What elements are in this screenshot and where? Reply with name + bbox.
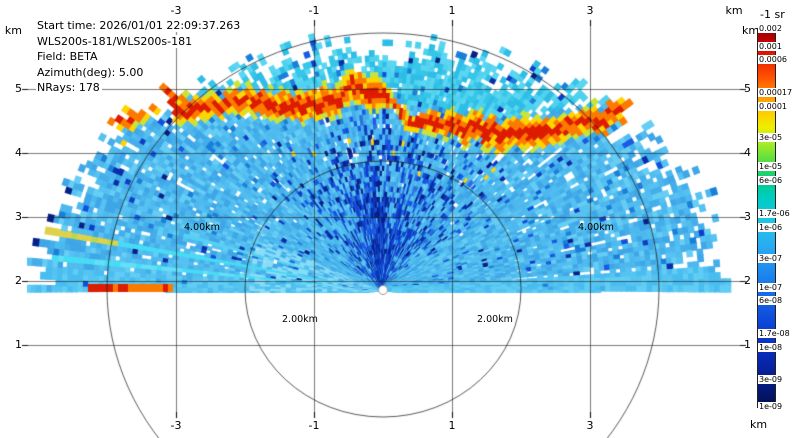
colorbar-tick-label: 1e-06	[758, 222, 784, 232]
colorbar-tick-label: 0.001	[758, 41, 783, 51]
colorbar-tick-label: 1e-07	[758, 282, 784, 292]
colorbar-tick-label: 6e-06	[758, 175, 784, 185]
y-axis-right-unit-label: km	[742, 24, 760, 37]
info-nrays: NRays: 178	[36, 81, 102, 94]
colorbar-tick-label: 0.002	[758, 23, 783, 33]
colorbar-tick-label: 3e-09	[758, 374, 784, 384]
y-axis-left-tick: 2	[15, 274, 22, 287]
y-axis-right-tick: 2	[744, 274, 751, 287]
x-axis-bottom-tick: 3	[586, 419, 594, 432]
y-axis-right-tick: 5	[744, 82, 751, 95]
x-axis-bottom-tick: -3	[170, 419, 182, 432]
x-axis-bottom-tick: -1	[308, 419, 320, 432]
y-axis-left-tick: 5	[15, 82, 22, 95]
range-ring-label-2km-left: 2.00km	[282, 314, 318, 325]
colorbar-tick-label: 3e-05	[758, 133, 784, 143]
y-axis-right-tick: 3	[744, 210, 751, 223]
y-axis-left-tick: 3	[15, 210, 22, 223]
colorbar-tick-label: 6e-08	[758, 296, 784, 306]
y-axis-right-tick: 1	[744, 338, 751, 351]
colorbar-tick-label: 1.7e-06	[758, 208, 791, 218]
colorbar-tick-label: 3e-07	[758, 254, 784, 264]
colorbar-tick-label: 0.0001	[758, 101, 788, 111]
range-ring-label-4km-left: 4.00km	[184, 222, 220, 233]
info-azimuth: Azimuth(deg): 5.00	[36, 65, 146, 79]
info-start-time: Start time: 2026/01/01 22:09:37.263	[36, 19, 243, 32]
colorbar-tick-label: 0.00017	[758, 88, 794, 98]
x-axis-bottom-tick: 1	[448, 419, 456, 432]
x-axis-top-tick: -3	[170, 4, 182, 17]
colorbar-tick-label: 1e-09	[758, 402, 784, 411]
x-axis-top-tick: -1	[308, 4, 320, 17]
info-field: Field: BETA	[36, 50, 100, 63]
range-ring-label-2km-right: 2.00km	[477, 314, 513, 325]
y-axis-left-unit-label: km	[4, 24, 22, 37]
colorbar-tick-label: 0.0006	[758, 55, 788, 65]
y-axis-left-tick: 4	[15, 146, 22, 159]
colorbar-tick-label: 1.7e-08	[758, 329, 791, 339]
y-axis-left-tick: 1	[15, 338, 22, 351]
colorbar-tick-label: 1e-05	[758, 162, 784, 172]
range-ring-label-4km-right: 4.00km	[578, 222, 614, 233]
colorbar-tick-label: 1e-08	[758, 343, 784, 353]
colorbar-unit-label: -1 sr	[760, 8, 785, 21]
x-axis-unit-label: km	[725, 4, 743, 17]
info-instrument: WLS200s-181/WLS200s-181	[36, 34, 195, 48]
scan-info-block: Start time: 2026/01/01 22:09:37.263 WLS2…	[36, 18, 243, 96]
x-axis-top-tick: 1	[448, 4, 456, 17]
y-axis-right-tick: 4	[744, 146, 751, 159]
x-axis-top-tick: 3	[586, 4, 594, 17]
x-axis-bottom-unit-label: km	[750, 418, 768, 431]
